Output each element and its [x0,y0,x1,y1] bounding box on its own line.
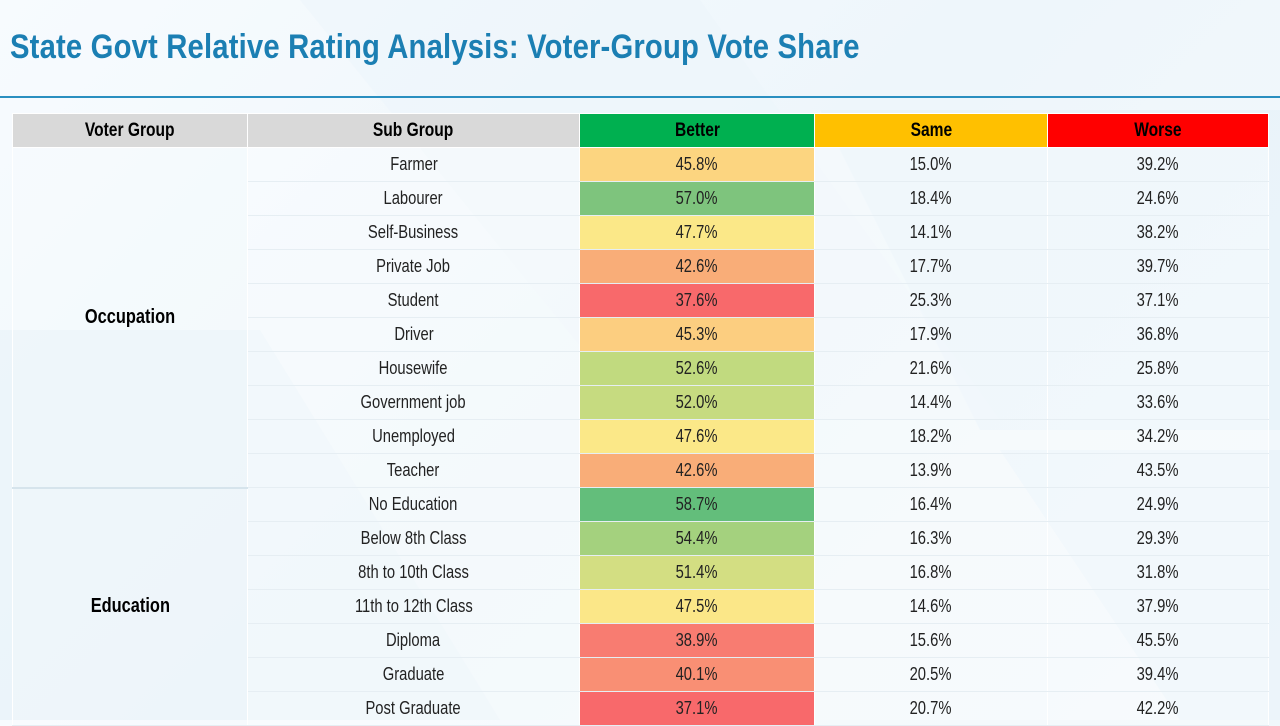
sub-group-cell: Diploma [247,623,580,658]
sub-group-cell: Driver [247,317,580,352]
worse-cell: 36.8% [1047,317,1269,352]
worse-cell: 38.2% [1047,215,1269,250]
same-cell: 14.1% [814,215,1048,250]
better-cell: 42.6% [579,453,815,488]
better-cell: 51.4% [579,555,815,590]
worse-cell: 24.6% [1047,181,1269,216]
better-cell: 38.9% [579,623,815,658]
sub-group-cell: Labourer [247,181,580,216]
table-row: Graduate 40.1% 20.5% 39.4% [13,657,1269,692]
table-row: Occupation Farmer 45.8% 15.0% 39.2% [12,147,1269,488]
sub-group-cell: Student [247,283,580,318]
table-row: Education No Education 58.7% 16.4% 24.9% [12,486,1269,726]
sub-group-cell: Housewife [247,351,580,386]
column-header-better: Better [579,113,815,148]
sub-group-cell: Farmer [247,147,580,182]
better-cell: 52.0% [579,385,815,420]
worse-cell: 43.5% [1047,453,1269,488]
better-cell: 37.6% [579,283,815,318]
sub-group-cell: Self-Business [247,215,580,250]
better-cell: 54.4% [579,521,815,556]
worse-cell: 37.9% [1047,589,1269,624]
same-cell: 16.3% [814,521,1048,556]
worse-cell: 39.2% [1047,147,1269,182]
worse-cell: 42.2% [1047,691,1269,726]
worse-cell: 29.3% [1047,521,1269,556]
sub-group-cell: Graduate [247,657,580,692]
table-row: Teacher 42.6% 13.9% 43.5% [13,453,1269,488]
table-row: Private Job 42.6% 17.7% 39.7% [13,249,1269,284]
column-header-sub-group: Sub Group [247,113,580,148]
same-cell: 15.6% [814,623,1048,658]
table-row: Below 8th Class 54.4% 16.3% 29.3% [13,521,1269,556]
sub-group-cell: 11th to 12th Class [247,589,580,624]
better-cell: 37.1% [579,691,815,726]
same-cell: 18.4% [814,181,1048,216]
same-cell: 18.2% [814,419,1048,454]
table-row: Diploma 38.9% 15.6% 45.5% [13,623,1269,658]
better-cell: 40.1% [579,657,815,692]
better-cell: 47.7% [579,215,815,250]
vote-share-table: Voter Group Sub Group Better Same Worse … [12,113,1269,726]
worse-cell: 45.5% [1047,623,1269,658]
better-cell: 45.8% [579,147,815,182]
sub-group-cell: Private Job [247,249,580,284]
same-cell: 16.4% [814,487,1048,522]
worse-cell: 39.7% [1047,249,1269,284]
same-cell: 20.5% [814,657,1048,692]
same-cell: 15.0% [814,147,1048,182]
worse-cell: 33.6% [1047,385,1269,420]
same-cell: 13.9% [814,453,1048,488]
table-row: Housewife 52.6% 21.6% 25.8% [13,351,1269,386]
better-cell: 47.5% [579,589,815,624]
table-row: Student 37.6% 25.3% 37.1% [13,283,1269,318]
worse-cell: 37.1% [1047,283,1269,318]
same-cell: 25.3% [814,283,1048,318]
page-title: State Govt Relative Rating Analysis: Vot… [10,28,860,66]
worse-cell: 34.2% [1047,419,1269,454]
table-row: Government job 52.0% 14.4% 33.6% [13,385,1269,420]
column-header-same: Same [814,113,1048,148]
column-header-voter-group: Voter Group [12,113,248,148]
better-cell: 52.6% [579,351,815,386]
table-body: Occupation Farmer 45.8% 15.0% 39.2% Labourer 5… [12,147,1269,726]
table-row: Labourer 57.0% 18.4% 24.6% [13,181,1269,216]
worse-cell: 31.8% [1047,555,1269,590]
same-cell: 14.6% [814,589,1048,624]
sub-group-cell: Post Graduate [247,691,580,726]
same-cell: 21.6% [814,351,1048,386]
voter-group-cell: Occupation [12,147,248,488]
worse-cell: 39.4% [1047,657,1269,692]
sub-group-cell: Teacher [247,453,580,488]
same-cell: 17.7% [814,249,1048,284]
table-header-row: Voter Group Sub Group Better Same Worse [12,113,1269,148]
voter-group-cell: Education [12,486,248,726]
sub-group-cell: Government job [247,385,580,420]
worse-cell: 25.8% [1047,351,1269,386]
better-cell: 47.6% [579,419,815,454]
same-cell: 17.9% [814,317,1048,352]
sub-group-cell: 8th to 10th Class [247,555,580,590]
sub-group-cell: Unemployed [247,419,580,454]
better-cell: 57.0% [579,181,815,216]
worse-cell: 24.9% [1047,487,1269,522]
better-cell: 42.6% [579,249,815,284]
sub-group-cell: No Education [247,487,580,522]
same-cell: 16.8% [814,555,1048,590]
same-cell: 14.4% [814,385,1048,420]
sub-group-cell: Below 8th Class [247,521,580,556]
title-divider [0,96,1280,98]
table-row: Unemployed 47.6% 18.2% 34.2% [13,419,1269,454]
same-cell: 20.7% [814,691,1048,726]
column-header-worse: Worse [1047,113,1269,148]
better-cell: 45.3% [579,317,815,352]
better-cell: 58.7% [579,487,815,522]
